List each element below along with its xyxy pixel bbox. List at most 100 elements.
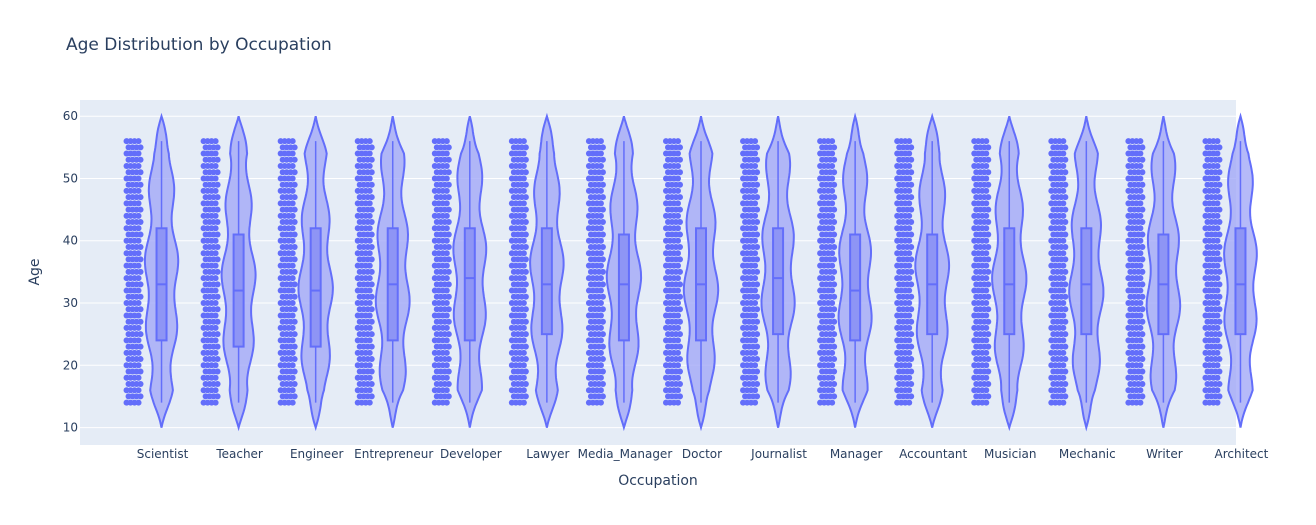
- data-point: [289, 200, 296, 207]
- data-point: [291, 219, 298, 226]
- data-point: [754, 393, 761, 400]
- x-tick-label: Accountant: [899, 447, 967, 461]
- data-point: [906, 187, 913, 194]
- data-point: [1214, 275, 1221, 282]
- data-point: [677, 156, 683, 163]
- data-point: [137, 231, 144, 238]
- data-point: [520, 187, 527, 194]
- data-point: [212, 399, 219, 406]
- data-point: [368, 331, 375, 338]
- data-point: [754, 156, 761, 163]
- data-point: [1216, 243, 1223, 250]
- data-point: [289, 163, 296, 170]
- data-point: [675, 187, 681, 194]
- data-point: [291, 393, 298, 400]
- data-point: [1060, 312, 1067, 319]
- data-point: [137, 306, 144, 313]
- data-point: [1062, 243, 1069, 250]
- data-point: [1216, 318, 1223, 325]
- data-point: [1060, 275, 1067, 282]
- data-point: [677, 356, 683, 363]
- data-point: [983, 212, 990, 219]
- data-point: [599, 368, 606, 375]
- data-point: [1062, 293, 1069, 300]
- data-point: [908, 144, 915, 151]
- data-point: [137, 356, 144, 363]
- data-point: [754, 194, 761, 201]
- data-point: [291, 356, 298, 363]
- data-point: [754, 181, 761, 188]
- x-tick-label: Journalist: [750, 447, 807, 461]
- data-point: [366, 399, 373, 406]
- data-point: [137, 144, 144, 151]
- x-axis-title: Occupation: [618, 473, 698, 489]
- x-tick-label: Entrepreneur: [354, 447, 433, 461]
- data-point: [829, 287, 836, 294]
- data-point: [599, 318, 606, 325]
- points-strip: [277, 138, 298, 406]
- points-strip: [971, 138, 992, 406]
- data-point: [597, 300, 604, 307]
- data-point: [135, 312, 142, 319]
- data-point: [985, 256, 992, 263]
- data-point: [291, 343, 298, 350]
- data-point: [1216, 181, 1223, 188]
- data-point: [443, 175, 450, 182]
- data-point: [135, 150, 142, 157]
- data-point: [291, 368, 298, 375]
- data-point: [443, 275, 450, 282]
- data-point: [1216, 194, 1223, 201]
- data-point: [135, 262, 142, 269]
- data-point: [1137, 399, 1144, 406]
- data-point: [1060, 200, 1067, 207]
- data-point: [520, 349, 527, 356]
- data-point: [675, 163, 681, 170]
- data-point: [985, 206, 992, 213]
- data-point: [831, 243, 838, 250]
- data-point: [985, 318, 992, 325]
- data-point: [829, 374, 836, 381]
- data-point: [1137, 275, 1144, 282]
- data-point: [212, 312, 219, 319]
- data-point: [831, 293, 838, 300]
- data-point: [368, 343, 375, 350]
- data-point: [599, 231, 606, 238]
- data-point: [754, 206, 761, 213]
- data-point: [1137, 175, 1144, 182]
- data-point: [675, 262, 681, 269]
- data-point: [445, 256, 452, 263]
- data-point: [983, 250, 990, 257]
- data-point: [214, 380, 221, 387]
- data-point: [906, 175, 913, 182]
- data-point: [291, 380, 298, 387]
- data-point: [906, 275, 913, 282]
- data-point: [1137, 300, 1144, 307]
- data-point: [212, 150, 219, 157]
- data-point: [985, 181, 992, 188]
- data-point: [597, 237, 604, 244]
- violin-group: [277, 115, 334, 432]
- data-point: [445, 293, 452, 300]
- x-tick-label: Teacher: [215, 447, 263, 461]
- data-point: [908, 380, 915, 387]
- data-point: [677, 231, 683, 238]
- data-point: [829, 312, 836, 319]
- data-point: [752, 225, 759, 232]
- data-point: [522, 268, 529, 275]
- data-point: [366, 212, 373, 219]
- data-point: [1137, 324, 1144, 331]
- data-point: [368, 306, 375, 313]
- data-point: [1216, 268, 1223, 275]
- grid-layer: [80, 115, 1236, 429]
- data-point: [983, 362, 990, 369]
- data-point: [137, 393, 144, 400]
- data-point: [677, 268, 683, 275]
- data-point: [597, 362, 604, 369]
- data-point: [366, 287, 373, 294]
- data-point: [908, 281, 915, 288]
- data-point: [289, 312, 296, 319]
- data-point: [1214, 262, 1221, 269]
- data-point: [985, 281, 992, 288]
- points-strip: [1048, 138, 1069, 406]
- data-point: [906, 225, 913, 232]
